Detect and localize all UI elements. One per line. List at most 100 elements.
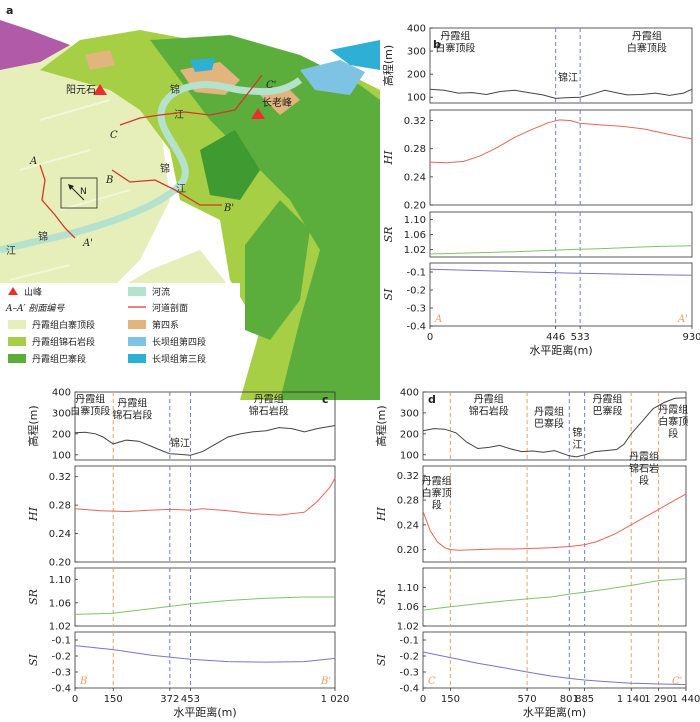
legend-swatch: [8, 354, 26, 363]
y-tick-label: 100: [407, 93, 426, 104]
map-legend: 山峰 河流 A–A′ 剖面编号 河道剖面 丹霞组白寨顶段 第四系 丹霞组锦石岩段…: [0, 283, 240, 401]
panel-letter: d: [428, 393, 436, 406]
x-tick-label: 1 140: [617, 694, 646, 705]
annotation-text: 锦江: [170, 436, 190, 449]
annotation-text: 丹霞组: [117, 397, 147, 410]
y-tick-label: 400: [407, 24, 426, 35]
y-tick-label: 300: [407, 47, 426, 58]
section-label: B': [223, 203, 234, 214]
y-tick-label: 0.20: [404, 201, 426, 212]
section-label: A: [29, 156, 37, 167]
x-tick-label: 533: [571, 332, 590, 343]
peak-label-changlaofeng: 长老峰: [262, 96, 292, 109]
y-axis-label: HI: [27, 506, 40, 522]
x-tick-label: 372: [160, 694, 179, 705]
legend-label: 山峰: [24, 287, 42, 298]
annotation-text: 丹霞组: [422, 475, 452, 488]
y-axis-label: 高程(m): [374, 405, 388, 446]
annotation-text: 丹霞组: [254, 392, 284, 405]
x-tick-label: 150: [104, 694, 123, 705]
y-tick-label: -0.2: [406, 286, 426, 297]
annotation-text: 丹霞组: [592, 392, 622, 405]
x-tick-label: 930: [682, 332, 700, 343]
series-line-1: [75, 478, 335, 515]
annotation-text: 锦: [572, 426, 582, 439]
y-tick-label: 1.06: [404, 230, 426, 241]
section-start-label: C: [428, 676, 436, 687]
section-label: A': [82, 238, 93, 249]
y-tick-label: 200: [52, 429, 71, 440]
river-char: 锦: [160, 162, 170, 175]
river-char: 江: [174, 109, 184, 121]
annotation-text: 丹霞组: [629, 450, 659, 463]
section-end-label: A': [677, 314, 688, 325]
y-axis-label: SI: [382, 288, 395, 301]
section-start-label: A: [434, 314, 442, 325]
annotation-text: 锦石岩段: [469, 404, 509, 417]
legend-swatch: [128, 287, 146, 296]
legend-label: 河道剖面: [152, 302, 188, 314]
section-start-label: B: [79, 676, 87, 687]
x-tick-label: 0: [420, 694, 426, 705]
annotation-text: 段: [639, 474, 649, 487]
river-char: 锦: [170, 83, 180, 96]
y-axis-label: 高程(m): [381, 45, 395, 86]
track-frame: [430, 110, 692, 205]
y-tick-label: 300: [400, 408, 419, 419]
x-axis-label: 水平距离(m): [529, 343, 592, 357]
annotation-text: 白寨顶: [422, 487, 452, 500]
y-axis-label: SR: [375, 589, 388, 605]
annotation-text: 巴寨段: [534, 417, 564, 430]
y-tick-label: 400: [400, 388, 419, 399]
y-tick-label: 1.10: [404, 215, 426, 226]
y-tick-label: -0.3: [406, 304, 426, 315]
y-tick-label: 1.06: [397, 602, 419, 613]
annotation-text: 丹霞组: [534, 405, 564, 418]
x-axis-label: 水平距离(m): [523, 705, 586, 718]
annotation-text: 丹霞组: [474, 392, 504, 405]
series-line-1: [430, 120, 692, 163]
y-tick-label: 200: [407, 70, 426, 81]
x-tick-label: 0: [72, 694, 78, 705]
y-tick-label: 0.32: [404, 116, 426, 127]
annotation-text: 白寨顶: [658, 415, 688, 428]
series-line-2: [75, 597, 335, 614]
river-char: 江: [176, 183, 186, 195]
y-axis-label: SR: [382, 227, 395, 243]
y-tick-label: 1.02: [49, 622, 71, 633]
panel-a-map: a 阳元石 长老峰 锦 江 锦 江 锦 江 A A' B B' C C' N: [0, 0, 380, 401]
x-tick-label: 453: [181, 694, 200, 705]
x-tick-label: 1 020: [321, 694, 350, 705]
y-tick-label: -0.4: [51, 684, 71, 695]
y-tick-label: 0.24: [397, 520, 419, 531]
legend-label: 长坝组第四段: [152, 336, 206, 348]
y-axis-label: SI: [375, 653, 388, 666]
y-tick-label: 1.06: [49, 598, 71, 609]
annotation-text: 丹霞组: [440, 30, 470, 43]
y-tick-label: -0.1: [51, 636, 71, 647]
series-line-1: [423, 494, 686, 550]
y-axis-label: SI: [27, 653, 40, 666]
legend-label: A–A′ 剖面编号: [5, 303, 65, 314]
river-char: 江: [6, 245, 16, 257]
annotation-text: 锦石岩: [629, 462, 659, 475]
river-char: 锦: [38, 230, 48, 243]
section-end-label: C': [672, 676, 682, 687]
chart-panel-c: c100200300400高程(m)丹霞组白寨顶段丹霞组锦石岩段锦江丹霞组锦石岩…: [26, 388, 349, 719]
legend-label: 第四系: [152, 319, 179, 331]
legend-label: 丹霞组锦石岩段: [32, 336, 95, 348]
y-tick-label: 0.28: [404, 144, 426, 155]
y-tick-label: 300: [52, 408, 71, 419]
x-tick-label: 885: [575, 694, 594, 705]
y-tick-label: -0.4: [399, 684, 419, 695]
svg-text:N: N: [80, 187, 87, 197]
legend-label: 丹霞组白寨顶段: [32, 319, 95, 331]
annotation-text: 丹霞组: [75, 392, 105, 405]
y-tick-label: -0.3: [51, 668, 71, 679]
section-end-label: B': [320, 676, 331, 687]
